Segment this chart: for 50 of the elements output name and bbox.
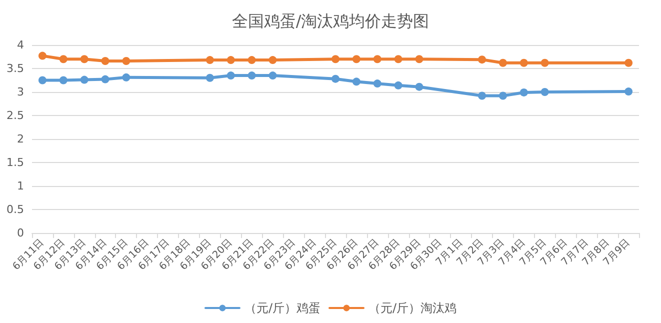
point [122, 56, 130, 65]
legend-label: （元/斤）鸡蛋 [244, 301, 321, 315]
point [394, 81, 402, 90]
point [478, 92, 486, 100]
point [226, 56, 235, 64]
y-tick-label: 1 [17, 180, 24, 192]
y-tick-label: 3.5 [6, 62, 24, 75]
y-tick-label: 4 [17, 38, 24, 52]
point [352, 55, 360, 64]
point [498, 92, 507, 100]
point [373, 55, 382, 64]
point [59, 55, 68, 64]
chart-title: 全国鸡蛋/淘汰鸡均价走势图 [232, 12, 430, 30]
point [478, 56, 486, 64]
point [248, 56, 256, 64]
y-tick-label: 0 [17, 226, 24, 240]
point [332, 74, 340, 83]
point [268, 72, 277, 80]
point [206, 56, 214, 64]
point [206, 74, 214, 82]
point [394, 55, 402, 64]
point [540, 58, 549, 67]
y-tick-label: 1.5 [6, 156, 24, 169]
y-tick-label: 2.5 [6, 109, 24, 122]
point [415, 55, 424, 64]
y-tick-label: 3 [17, 86, 24, 98]
point [38, 76, 46, 84]
point [80, 76, 88, 84]
point [520, 58, 528, 67]
point [38, 52, 46, 60]
point [624, 88, 633, 96]
point [352, 78, 360, 86]
point [268, 56, 277, 64]
point [540, 88, 549, 96]
point [101, 75, 110, 84]
point [101, 56, 110, 65]
point [248, 72, 256, 80]
point [59, 76, 68, 84]
y-tick-label: 0.5 [6, 203, 24, 216]
point [520, 88, 528, 96]
point [226, 72, 235, 80]
point [498, 58, 507, 67]
point [80, 55, 88, 64]
point [122, 73, 130, 82]
point [332, 55, 340, 64]
point [415, 82, 424, 91]
point [624, 58, 633, 67]
point [373, 80, 382, 88]
y-tick-label: 2 [17, 132, 24, 146]
legend-label: （元/斤）淘汰鸡 [368, 301, 457, 315]
